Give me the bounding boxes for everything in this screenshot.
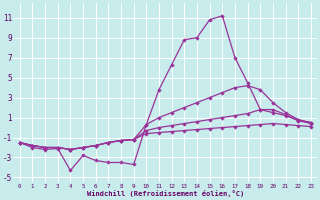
X-axis label: Windchill (Refroidissement éolien,°C): Windchill (Refroidissement éolien,°C) [87, 190, 244, 197]
